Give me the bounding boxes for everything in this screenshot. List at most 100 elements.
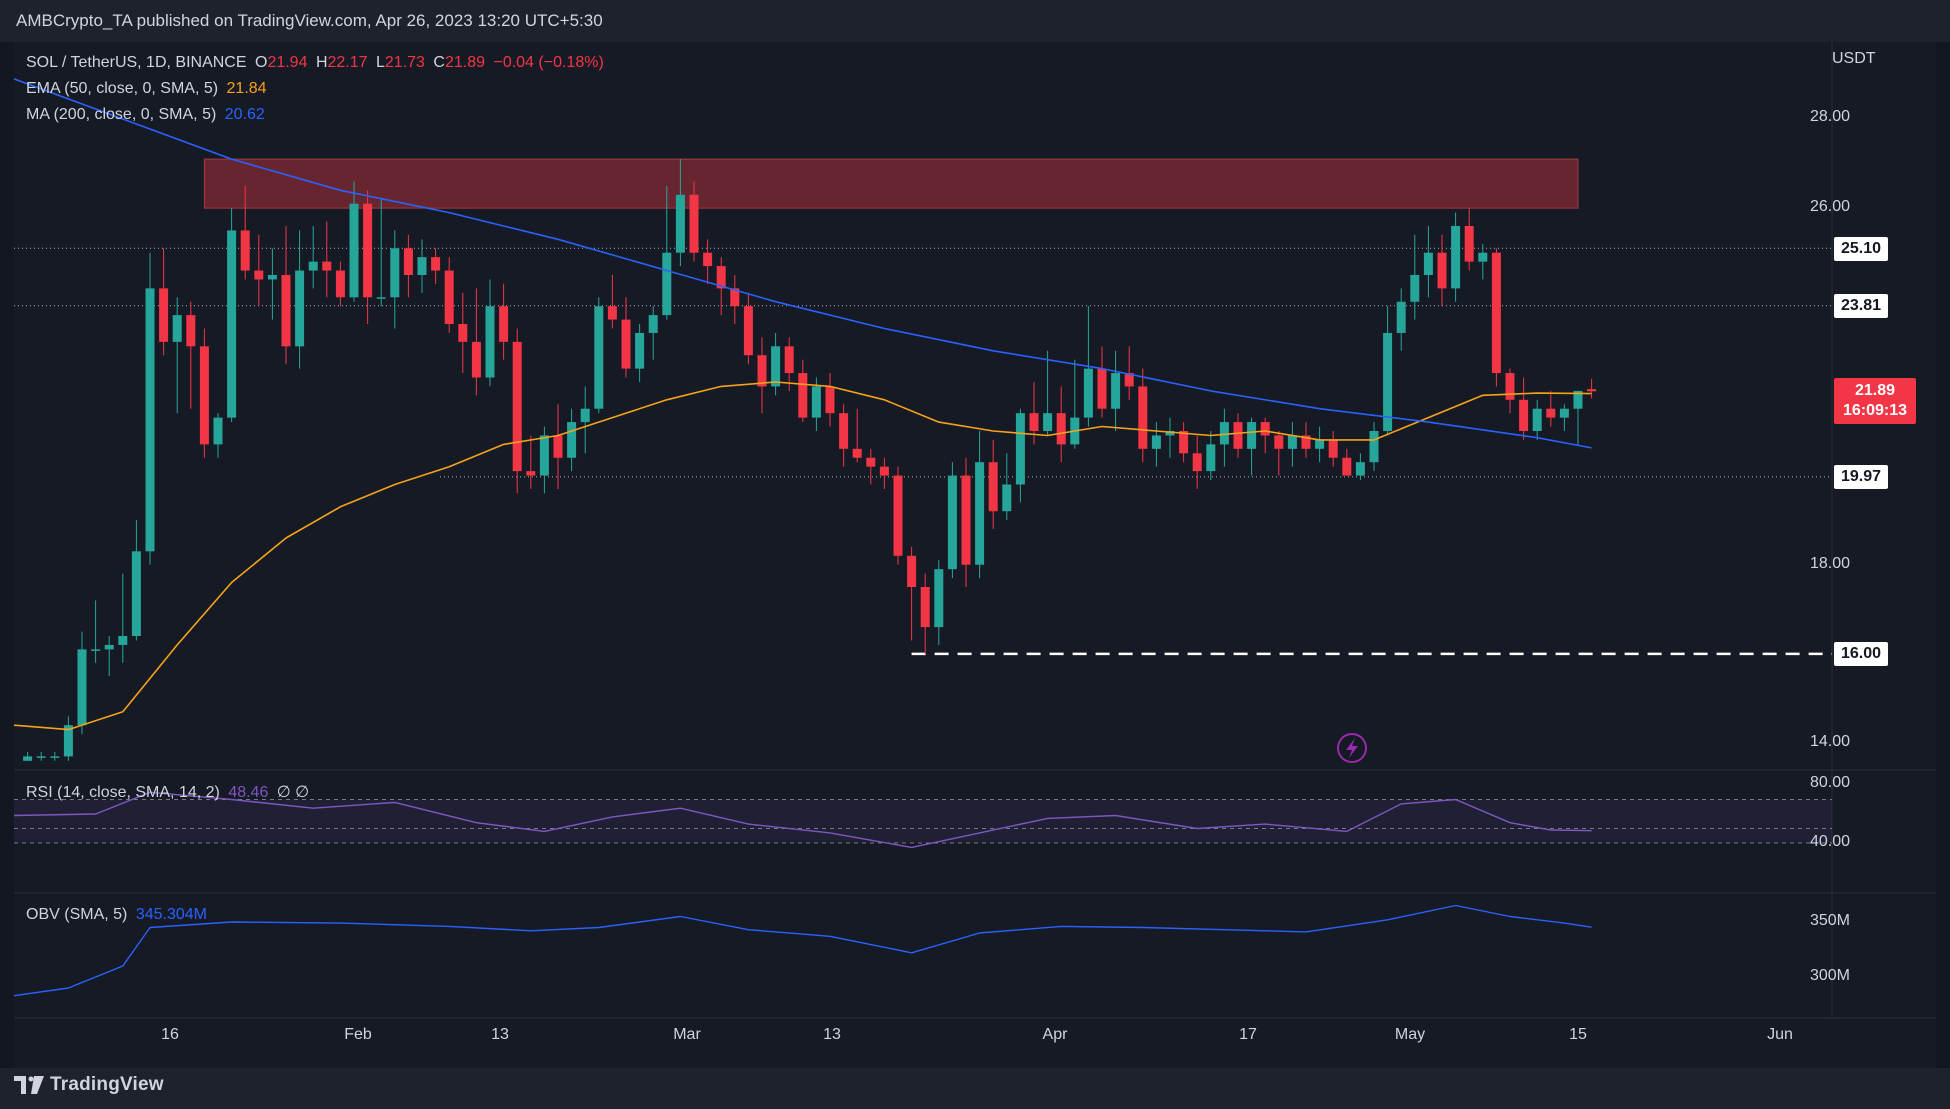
- candle-body: [1478, 252, 1488, 262]
- candle-body: [63, 725, 73, 757]
- candle-body: [811, 386, 821, 418]
- candle-body: [1219, 422, 1229, 445]
- time-label-may: May: [1394, 1026, 1426, 1043]
- support-tag-16-00[interactable]: 16.00: [1834, 642, 1889, 666]
- rsi-value: 48.46: [228, 784, 269, 801]
- candle-body: [879, 466, 889, 476]
- candle-body: [539, 435, 549, 476]
- candle-body: [363, 203, 373, 298]
- candle-body: [716, 266, 726, 289]
- brand-name: TradingView: [50, 1074, 164, 1095]
- candle-body: [635, 332, 645, 369]
- rsi-label: RSI (14, close, SMA, 14, 2): [26, 784, 220, 801]
- obv-legend[interactable]: OBV (SMA, 5) 345.304M: [26, 906, 211, 924]
- candle-body: [172, 315, 182, 342]
- ema-value: 21.84: [226, 80, 267, 97]
- candle-body: [322, 261, 332, 271]
- publisher-header: AMBCrypto_TA published on TradingView.co…: [0, 0, 1950, 42]
- candle-body: [784, 346, 794, 374]
- resistance-tag-23-81[interactable]: 23.81: [1834, 294, 1889, 318]
- candle-body: [417, 257, 427, 275]
- candle-body: [1587, 389, 1597, 392]
- candle-body: [444, 270, 454, 325]
- candle-body: [267, 275, 277, 280]
- candle-body: [662, 252, 672, 316]
- candle-body: [471, 341, 481, 378]
- candle-body: [1464, 225, 1474, 262]
- candle-body: [104, 644, 114, 650]
- candle-body: [1491, 252, 1501, 374]
- candle-body: [893, 475, 903, 556]
- time-label-mar: Mar: [673, 1026, 701, 1043]
- support-tag-19-97[interactable]: 19.97: [1834, 465, 1889, 489]
- tradingview-logo[interactable]: TradingView: [14, 1074, 164, 1096]
- currency-label: USDT: [1832, 50, 1876, 67]
- candle-body: [1369, 431, 1379, 463]
- ema-legend[interactable]: EMA (50, close, 0, SMA, 5) 21.84: [26, 80, 271, 98]
- ma-200-line: [13, 78, 1592, 449]
- symbol-name[interactable]: SOL / TetherUS, 1D, BINANCE: [26, 54, 247, 71]
- candle-body: [199, 346, 209, 445]
- alert-bolt-glyph: [1346, 738, 1358, 758]
- obv-label: OBV (SMA, 5): [26, 906, 128, 923]
- time-label-feb-13: 13: [491, 1026, 509, 1043]
- candle-body: [1124, 373, 1134, 387]
- candle-body: [349, 203, 359, 298]
- candle-body: [1097, 368, 1107, 409]
- candle-body: [1179, 431, 1189, 454]
- time-label-jan-16: 16: [161, 1026, 179, 1043]
- candle-body: [91, 649, 101, 651]
- current-price: 21.89: [1854, 382, 1896, 399]
- candle-body: [77, 649, 87, 726]
- candle-body: [1559, 408, 1569, 418]
- candle-body: [1437, 252, 1447, 289]
- candle-body: [1260, 422, 1270, 436]
- candle-body: [1274, 435, 1284, 449]
- ohlc-low-label: L: [376, 54, 385, 71]
- supply-zone: [203, 158, 1579, 209]
- candle-body: [689, 194, 699, 253]
- resistance-tag-25-10[interactable]: 25.10: [1834, 237, 1889, 261]
- candle-body: [920, 587, 930, 628]
- candle-body: [798, 373, 808, 418]
- candle-body: [1083, 368, 1093, 418]
- candle-body: [975, 462, 985, 565]
- obv-value: 345.304M: [135, 906, 207, 923]
- rsi-legend[interactable]: RSI (14, close, SMA, 14, 2) 48.46 ∅ ∅: [26, 782, 313, 802]
- ma-legend[interactable]: MA (200, close, 0, SMA, 5) 20.62: [26, 106, 269, 124]
- current-price-tag[interactable]: 21.89 16:09:13: [1834, 378, 1916, 424]
- candle-body: [1138, 386, 1148, 449]
- candle-body: [1056, 413, 1066, 445]
- chart-frame[interactable]: [14, 42, 1936, 1068]
- price-tick-18: 18.00: [1809, 555, 1850, 572]
- candle-body: [526, 471, 536, 476]
- rsi-extra: ∅ ∅: [276, 784, 310, 801]
- price-tick-28: 28.00: [1809, 108, 1850, 125]
- candle-body: [186, 315, 196, 347]
- time-label-feb: Feb: [344, 1026, 372, 1043]
- ohlc-high: 22.17: [327, 54, 368, 71]
- rsi-band-fill: [14, 799, 1832, 843]
- candle-body: [1247, 422, 1257, 449]
- price-tick-26: 26.00: [1809, 198, 1850, 215]
- candle-body: [1192, 453, 1202, 472]
- candle-body: [159, 288, 169, 342]
- ohlc-high-label: H: [315, 54, 328, 71]
- alert-bolt-icon: [1337, 733, 1367, 763]
- candle-body: [1151, 435, 1161, 449]
- bar-countdown: 16:09:13: [1842, 402, 1908, 419]
- candle-body: [1301, 435, 1311, 449]
- candle-body: [771, 346, 781, 387]
- ohlc-open: 21.94: [267, 54, 308, 71]
- candle-body: [907, 555, 917, 587]
- candle-body: [757, 355, 767, 387]
- candle-body: [1043, 413, 1053, 431]
- candle-body: [1342, 457, 1352, 476]
- obv-tick-350m: 350M: [1809, 912, 1850, 929]
- candle-body: [308, 261, 318, 271]
- obv-line: [13, 904, 1592, 997]
- candle-body: [961, 475, 971, 565]
- time-label-may-15: 15: [1569, 1026, 1587, 1043]
- obv-tick-300m: 300M: [1809, 967, 1850, 984]
